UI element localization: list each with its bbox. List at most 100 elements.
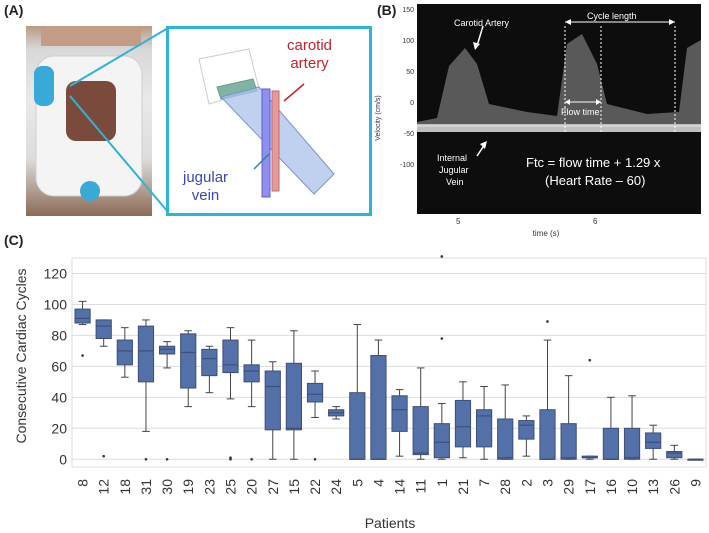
box-iqr	[497, 418, 514, 460]
box-iqr	[412, 406, 429, 456]
doppler-ytick: 50	[406, 69, 414, 76]
outlier-point	[229, 456, 232, 460]
box-patient-18	[116, 327, 133, 378]
cycle-length-label: Cycle length	[587, 11, 637, 21]
doppler-panel: Carotid Artery Cycle length Flow time In…	[417, 4, 701, 214]
box-patient-19	[180, 330, 197, 408]
box-iqr	[201, 348, 218, 377]
y-tick-label: 0	[59, 451, 67, 467]
box-iqr	[475, 409, 493, 448]
box-patient-28	[497, 384, 514, 460]
x-tick-label: 24	[328, 479, 344, 495]
x-tick-label: 3	[540, 479, 556, 487]
panel-c-label: (C)	[4, 232, 24, 248]
doppler-ytick: -50	[404, 131, 414, 138]
x-tick-label: 26	[666, 479, 682, 495]
box-iqr	[306, 382, 324, 403]
x-tick-label: 22	[307, 479, 323, 495]
doppler-xtick-5: 5	[456, 217, 461, 226]
box-iqr	[666, 451, 683, 459]
probe-drawing	[198, 48, 335, 198]
doppler-xlabel: time (s)	[533, 229, 560, 238]
x-tick-label: 20	[244, 479, 260, 495]
box-iqr	[264, 370, 281, 431]
jugular-label-line2: vein	[191, 187, 220, 204]
y-tick-label: 80	[51, 327, 67, 343]
outlier-point	[102, 454, 105, 458]
outlier-point	[144, 457, 148, 461]
y-tick-label: 20	[51, 420, 67, 436]
internal-label: Internal	[437, 153, 468, 163]
x-tick-label: 23	[201, 479, 217, 495]
x-tick-label: 31	[138, 479, 154, 495]
box-patient-15	[285, 330, 303, 460]
box-patient-24	[328, 406, 345, 420]
box-patient-4	[370, 339, 387, 460]
doppler-ytick: -100	[400, 162, 414, 169]
x-tick-label: 28	[497, 479, 513, 495]
box-patient-20	[243, 339, 260, 461]
x-tick-label: 29	[561, 479, 577, 495]
outlier-point	[313, 457, 317, 461]
doppler-axes: Velocity (cm/s) 150 100 50 0 -50 -100 5 6 tim…	[375, 7, 598, 238]
box-patient-25	[222, 327, 239, 461]
box-iqr	[285, 362, 303, 431]
x-tick-label: 11	[413, 479, 429, 494]
y-tick-label: 60	[51, 358, 67, 374]
outlier-point	[440, 255, 444, 258]
box-iqr	[180, 333, 197, 389]
jugular-vein-shape	[261, 88, 271, 198]
x-tick-label: 14	[392, 479, 408, 495]
box-iqr	[645, 432, 662, 449]
y-tick-label: 120	[44, 265, 68, 281]
box-patient-1	[433, 255, 450, 460]
box-iqr	[349, 392, 366, 460]
x-tick-label: 4	[370, 479, 386, 487]
box-iqr	[454, 399, 472, 448]
box-patient-14	[391, 389, 408, 457]
box-patient-7	[475, 385, 493, 460]
x-tick-label: 21	[455, 479, 471, 495]
box-iqr	[602, 427, 620, 460]
x-tick-label: 10	[624, 479, 640, 495]
box-patient-30	[158, 341, 176, 461]
jugular-label-line1: jugular	[183, 169, 229, 186]
box-patient-12	[95, 319, 112, 458]
y-tick-label: 100	[44, 296, 68, 312]
carotid-label-line1: carotid	[287, 37, 333, 54]
x-tick-label: 16	[603, 479, 619, 495]
box-iqr	[623, 427, 641, 460]
box-patient-10	[623, 395, 641, 460]
x-tick-label: 8	[75, 479, 91, 487]
box-patient-22	[306, 370, 324, 461]
outlier-point	[546, 320, 549, 323]
box-patient-2	[518, 415, 535, 457]
x-tick-label: 17	[582, 479, 598, 495]
outlier-point	[81, 354, 84, 357]
collar-illustration	[34, 26, 143, 201]
x-tick-label: 19	[180, 479, 196, 495]
carotid-label-line2: artery	[290, 55, 329, 72]
formula-line1: Ftc = flow time + 1.29 x	[526, 155, 661, 170]
collar-photo	[26, 26, 152, 216]
panel-b-label: (B)	[377, 2, 397, 18]
box-iqr	[433, 423, 450, 459]
box-patient-23	[201, 345, 218, 394]
outlier-point	[250, 457, 253, 461]
x-tick-label: 2	[518, 479, 534, 487]
x-tick-label: 7	[476, 479, 492, 487]
doppler-xtick-6: 6	[593, 217, 598, 226]
box-patient-26	[666, 444, 683, 460]
y-tick-label: 40	[51, 389, 67, 405]
box-iqr	[518, 420, 535, 440]
box-iqr	[222, 339, 239, 374]
doppler-ytick: 150	[402, 7, 414, 14]
x-tick-label: 15	[286, 479, 302, 495]
box-patient-21	[454, 381, 472, 459]
box-iqr	[539, 409, 556, 460]
formula-line2: (Heart Rate – 60)	[545, 173, 646, 188]
box-patient-5	[349, 324, 366, 460]
box-iqr	[116, 339, 133, 366]
doppler-ylabel: Velocity (cm/s)	[375, 95, 382, 141]
